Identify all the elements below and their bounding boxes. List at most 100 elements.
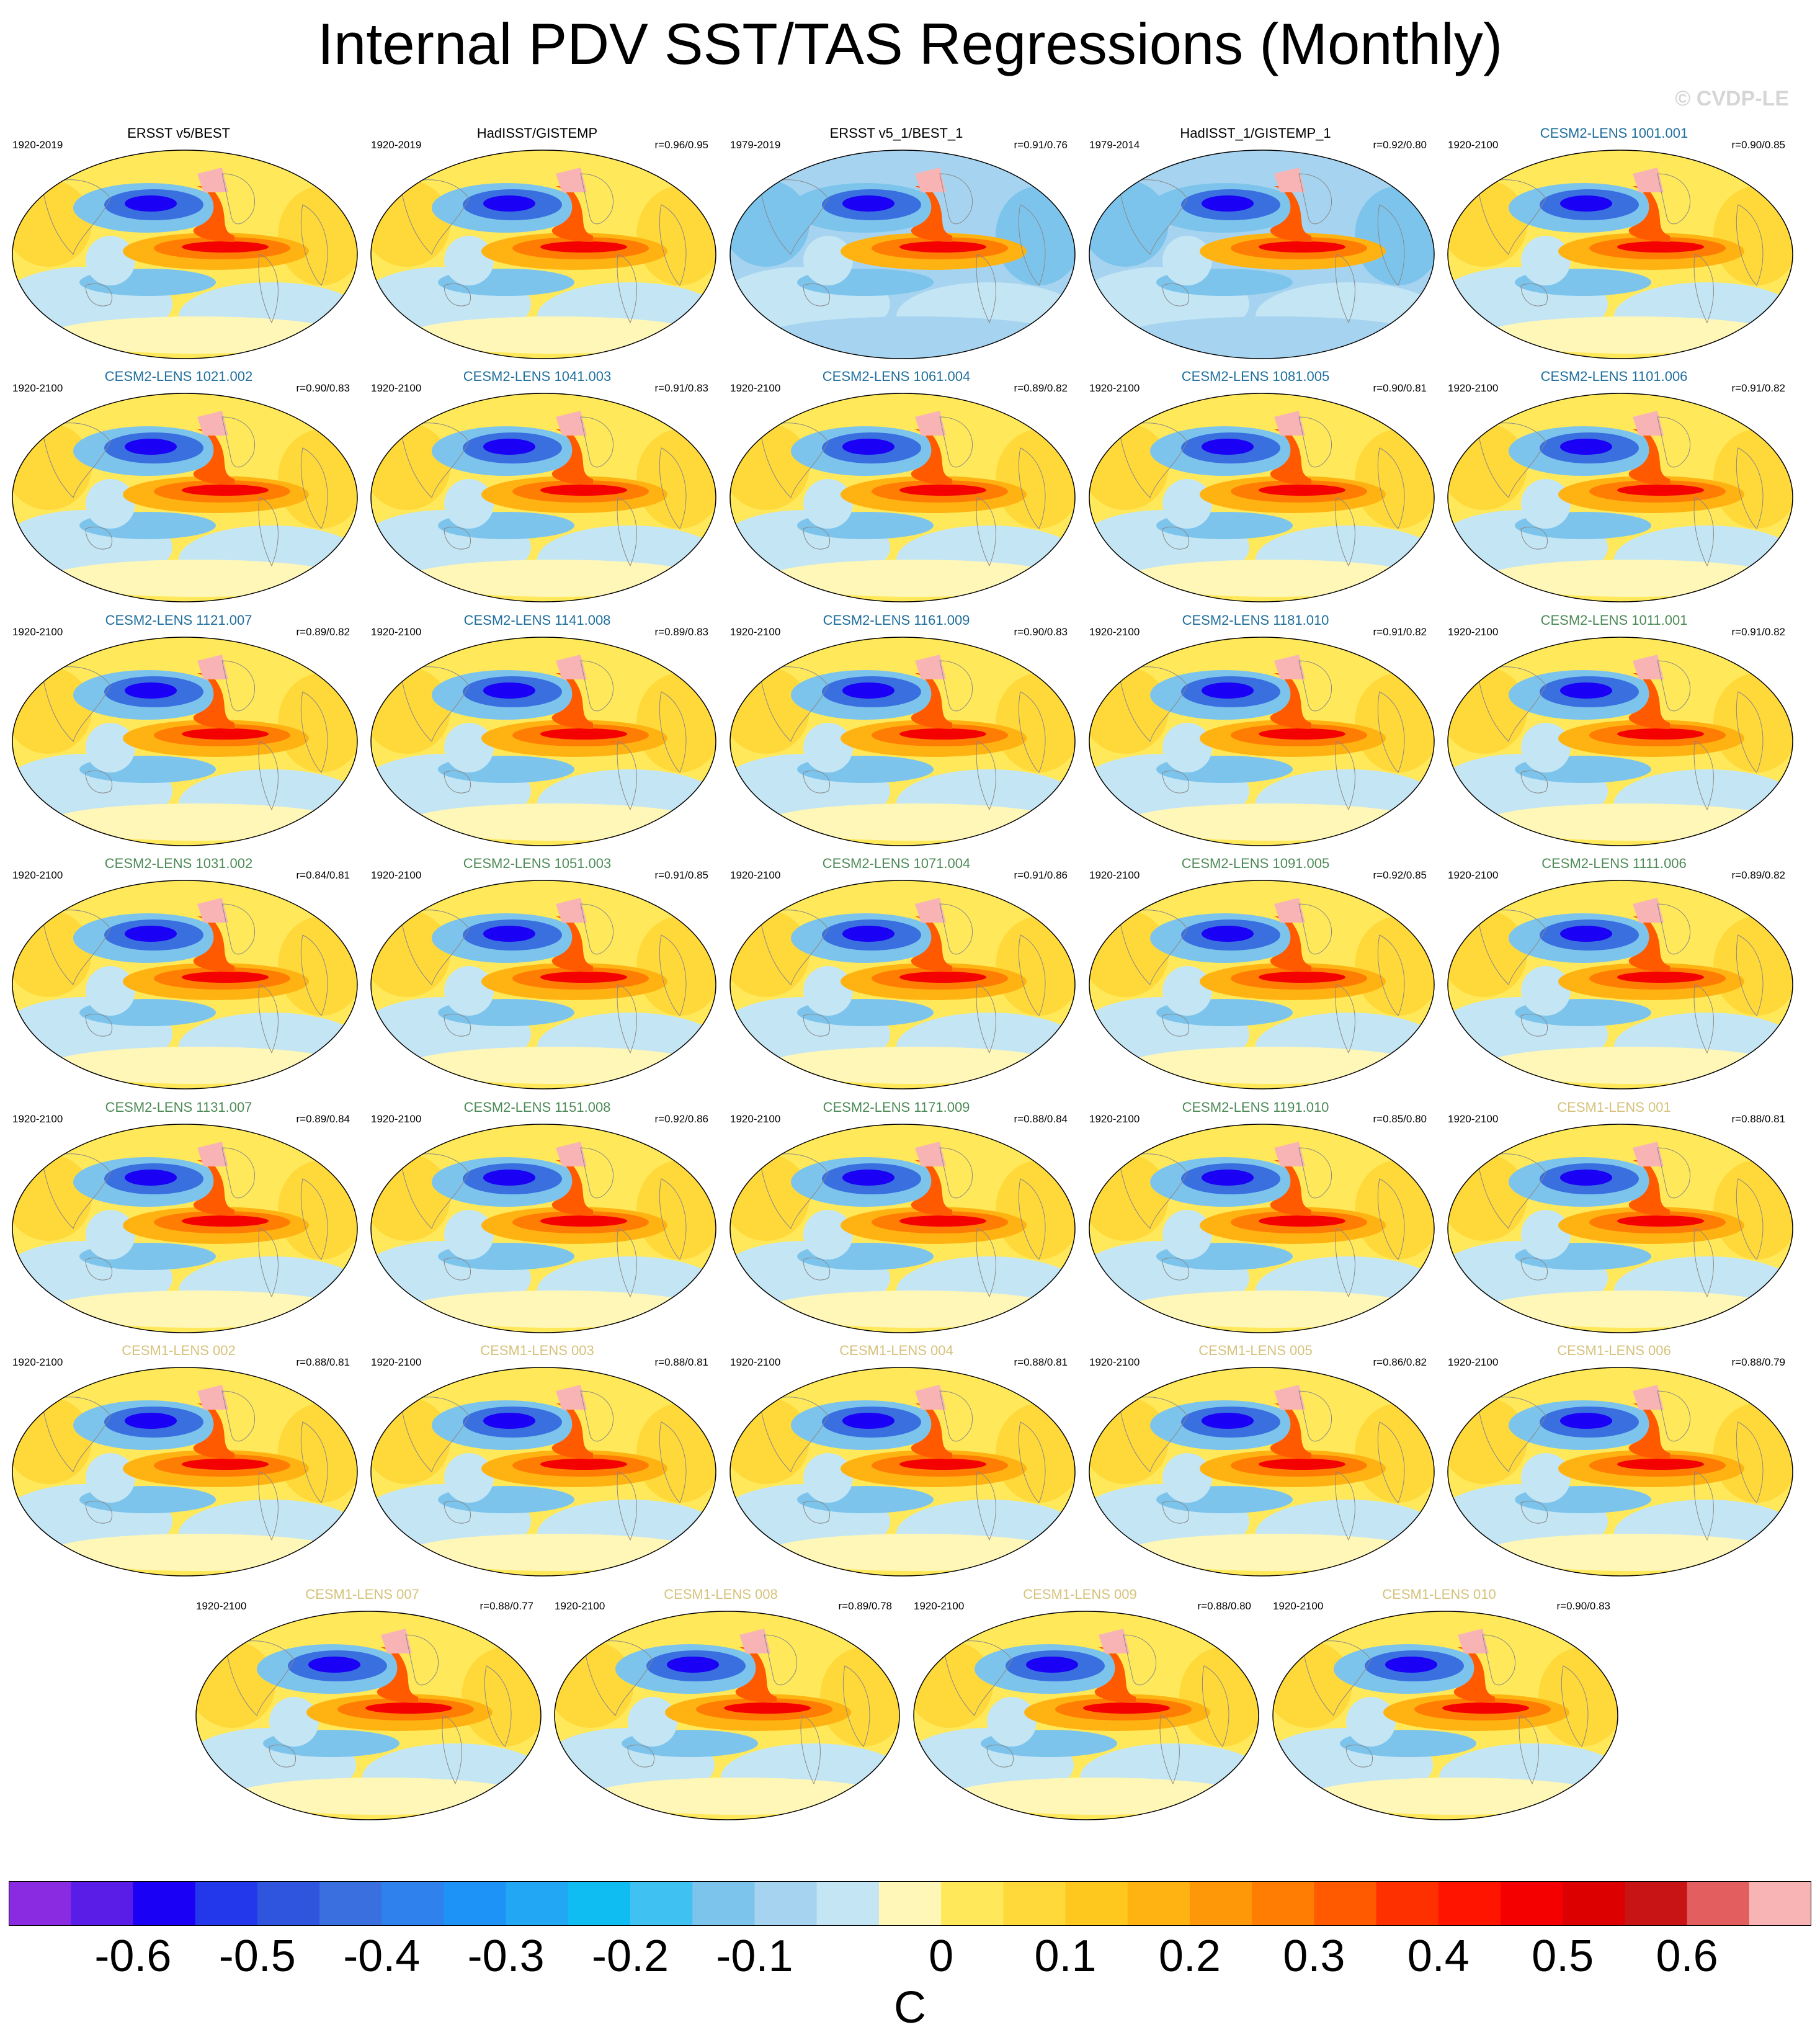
panel-correlation: r=0.91/0.85 (654, 869, 709, 881)
panel-correlation: r=0.91/0.86 (1014, 869, 1068, 881)
regression-map (1447, 637, 1793, 846)
regression-map (1089, 150, 1435, 359)
colorbar-swatch (71, 1881, 133, 1926)
regression-map (729, 637, 1076, 846)
colorbar-swatch (1500, 1881, 1563, 1926)
map-panel: CESM2-LENS 1071.004 1920-2100 r=0.91/0.86 (723, 854, 1076, 1090)
regression-map (1089, 637, 1435, 846)
panel-title: HadISST/GISTEMP (476, 125, 598, 141)
regression-map (12, 1367, 358, 1577)
panel-period: 1920-2100 (12, 869, 63, 881)
panel-title: CESM2-LENS 1021.002 (104, 369, 253, 384)
regression-map (1089, 1367, 1435, 1577)
map-panel: CESM2-LENS 1171.009 1920-2100 r=0.88/0.84 (723, 1098, 1076, 1334)
regression-map (913, 1611, 1259, 1820)
colorbar-tick-label: 0.4 (1407, 1931, 1470, 1981)
colorbar-tick-label: -0.4 (343, 1931, 421, 1981)
colorbar-swatch (1376, 1881, 1439, 1926)
regression-map (554, 1611, 900, 1820)
panel-correlation: r=0.88/0.80 (1197, 1600, 1252, 1612)
panel-correlation: r=0.91/0.82 (1373, 626, 1427, 638)
map-panel: CESM2-LENS 1081.005 1920-2100 r=0.90/0.81 (1082, 367, 1435, 603)
panel-correlation: r=0.91/0.76 (1014, 139, 1068, 151)
colorbar (9, 1881, 1811, 1926)
panel-title: CESM2-LENS 1191.010 (1182, 1099, 1329, 1115)
map-panel: HadISST/GISTEMP 1920-2019 r=0.96/0.95 (364, 124, 717, 360)
panel-title: CESM2-LENS 1181.010 (1182, 612, 1329, 628)
colorbar-swatch (1003, 1881, 1066, 1926)
regression-map (12, 150, 358, 359)
map-panel: ERSST v5/BEST 1920-2019 (5, 124, 359, 360)
regression-map (1272, 1611, 1618, 1820)
colorbar-tick-label: -0.6 (94, 1931, 172, 1981)
regression-map (729, 393, 1076, 602)
colorbar-swatch (133, 1881, 196, 1926)
colorbar-swatch (1314, 1881, 1377, 1926)
panel-title: CESM2-LENS 1061.004 (822, 369, 971, 384)
colorbar-swatch (1127, 1881, 1190, 1926)
colorbar-swatch (630, 1881, 693, 1926)
panel-period: 1920-2100 (1448, 139, 1499, 151)
panel-correlation: r=0.88/0.84 (1014, 1113, 1068, 1125)
panel-title: CESM2-LENS 1121.007 (105, 612, 252, 628)
map-panel: HadISST_1/GISTEMP_1 1979-2014 r=0.92/0.80 (1082, 124, 1435, 360)
panel-period: 1920-2100 (1448, 382, 1499, 394)
regression-map (729, 150, 1076, 359)
panel-correlation: r=0.90/0.83 (1014, 626, 1068, 638)
panel-period: 1920-2100 (12, 1113, 63, 1125)
regression-map (729, 1367, 1076, 1577)
panel-title: CESM2-LENS 1151.008 (463, 1099, 611, 1115)
colorbar-tick-label: -0.3 (467, 1931, 545, 1981)
colorbar-tick-label: 0.1 (1034, 1931, 1097, 1981)
regression-map (12, 637, 358, 846)
panel-period: 1920-2100 (555, 1600, 605, 1612)
regression-map (1447, 880, 1793, 1089)
colorbar-swatch (1438, 1881, 1501, 1926)
map-panel: CESM2-LENS 1141.008 1920-2100 r=0.89/0.83 (364, 611, 717, 847)
colorbar-tick-label: -0.5 (218, 1931, 296, 1981)
panel-title: CESM1-LENS 009 (1023, 1586, 1137, 1602)
colorbar-tick-label: -0.1 (716, 1931, 793, 1981)
panel-correlation: r=0.89/0.84 (296, 1113, 350, 1125)
panel-period: 1920-2100 (371, 1113, 422, 1125)
panel-period: 1979-2019 (730, 139, 781, 151)
panel-period: 1920-2100 (730, 382, 781, 394)
panel-correlation: r=0.84/0.81 (296, 869, 350, 881)
colorbar-swatch (381, 1881, 444, 1926)
regression-map (370, 1367, 716, 1577)
map-panel: CESM1-LENS 009 1920-2100 r=0.88/0.80 (906, 1585, 1260, 1821)
colorbar-swatch (1252, 1881, 1314, 1926)
colorbar-swatch (195, 1881, 258, 1926)
panel-title: HadISST_1/GISTEMP_1 (1180, 125, 1331, 141)
colorbar-swatch (878, 1881, 942, 1926)
map-panel: CESM1-LENS 008 1920-2100 r=0.89/0.78 (547, 1585, 901, 1821)
panel-correlation: r=0.91/0.82 (1731, 382, 1786, 394)
panel-correlation: r=0.91/0.82 (1731, 626, 1786, 638)
colorbar-swatch (1687, 1881, 1750, 1926)
panel-title: CESM2-LENS 1131.007 (105, 1099, 252, 1115)
panel-period: 1920-2100 (1448, 1356, 1499, 1368)
panel-period: 1920-2100 (1448, 626, 1499, 638)
map-panel: CESM2-LENS 1011.001 1920-2100 r=0.91/0.82 (1440, 611, 1794, 847)
map-panel: CESM1-LENS 005 1920-2100 r=0.86/0.82 (1082, 1341, 1435, 1577)
panel-period: 1920-2100 (12, 626, 63, 638)
panel-period: 1920-2100 (730, 626, 781, 638)
panel-title: ERSST v5_1/BEST_1 (829, 125, 963, 141)
watermark: © CVDP-LE (1675, 87, 1789, 110)
panel-period: 1979-2014 (1089, 139, 1140, 151)
colorbar-swatch (1625, 1881, 1688, 1926)
colorbar-swatch (444, 1881, 507, 1926)
panel-title: CESM2-LENS 1081.005 (1181, 369, 1330, 384)
panel-correlation: r=0.88/0.81 (296, 1356, 350, 1368)
panel-correlation: r=0.89/0.78 (838, 1600, 893, 1612)
colorbar-swatch (257, 1881, 320, 1926)
map-panel: ERSST v5_1/BEST_1 1979-2019 r=0.91/0.76 (723, 124, 1076, 360)
map-panel: CESM2-LENS 1001.001 1920-2100 r=0.90/0.85 (1440, 124, 1794, 360)
regression-map (1447, 1367, 1793, 1577)
map-panel: CESM2-LENS 1091.005 1920-2100 r=0.92/0.85 (1082, 854, 1435, 1090)
panel-period: 1920-2100 (1089, 626, 1140, 638)
map-panel: CESM2-LENS 1031.002 1920-2100 r=0.84/0.81 (5, 854, 359, 1090)
colorbar-swatch (1065, 1881, 1128, 1926)
map-panel: CESM2-LENS 1061.004 1920-2100 r=0.89/0.82 (723, 367, 1076, 603)
panel-correlation: r=0.90/0.81 (1373, 382, 1427, 394)
